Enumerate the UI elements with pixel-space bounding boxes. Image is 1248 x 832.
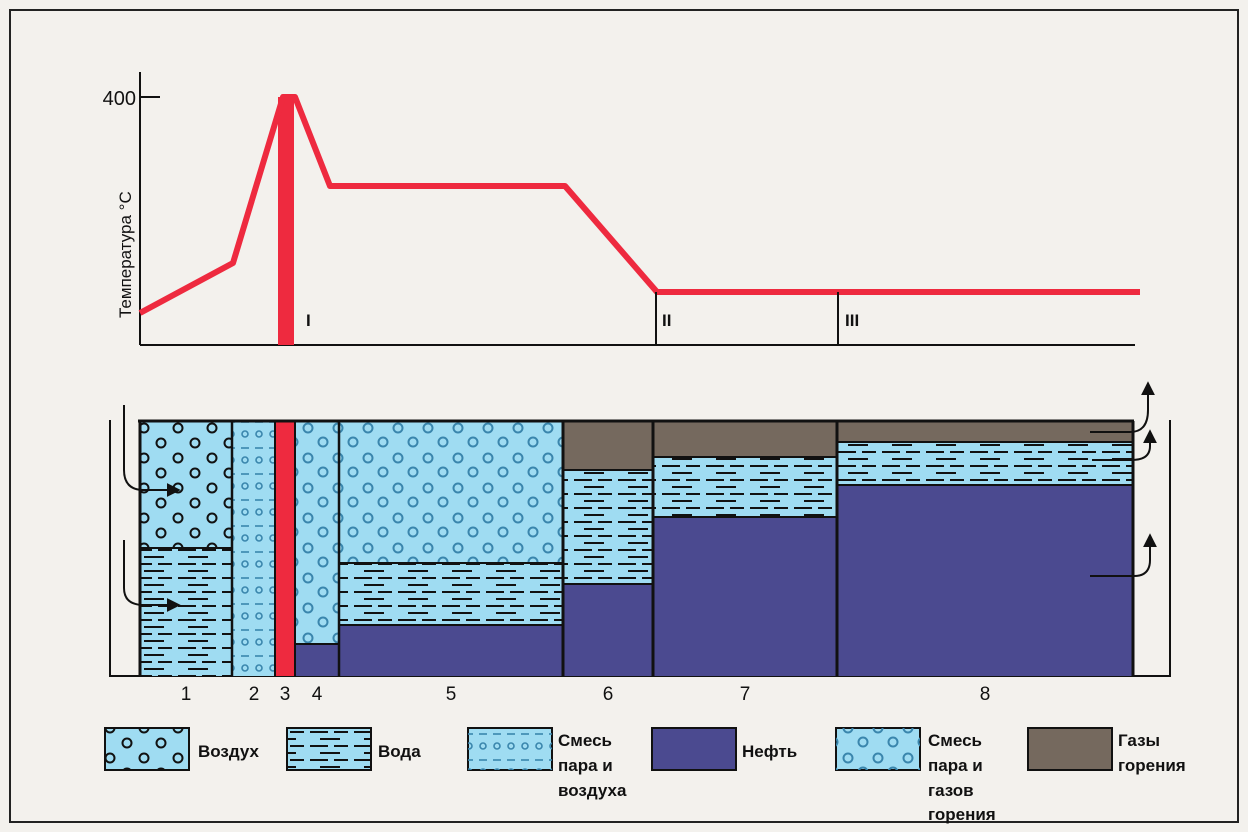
column-number-1: 1 [181,684,192,705]
column-number-7: 7 [740,684,751,705]
col6-gas-zone [564,422,652,470]
legend-label-steam-gas-2: пара и [928,756,983,775]
legend-label-water: Вода [378,742,421,761]
legend-item-oil: Нефть [651,727,797,771]
legend-label-gases-1: Газы [1118,731,1160,750]
column-number-8: 8 [980,684,991,705]
col5-oil-zone [340,625,562,676]
production-arrow-oil [1090,533,1157,577]
col3-combustion-front [276,422,294,676]
zone-label-1: I [306,311,311,330]
temperature-curve [138,94,1140,316]
reservoir-section: 1 2 3 4 5 6 7 8 [109,381,1171,705]
production-arrow-gas [1090,381,1155,433]
legend-label-steam-air-3: воздуха [558,781,627,800]
column-number-6: 6 [603,684,614,705]
legend-label-steam-gas-3: газов [928,781,974,800]
col7-oil-zone [654,517,836,676]
legend-label-steam-gas-1: Смесь [928,731,982,750]
legend-swatch-oil [651,727,737,771]
legend-item-combustion-gases: Газы горения [1027,727,1186,775]
injection-arrow-water [123,540,181,612]
legend-swatch-combustion-gases [1027,727,1113,771]
temperature-graph: 400 Температура °C I II III [103,72,1140,346]
y-axis-label: Температура °C [116,191,135,318]
legend-item-water: Вода [286,727,421,771]
production-arrow-water [1092,429,1157,461]
col8-oil-zone [838,485,1132,676]
column-number-4: 4 [312,684,323,705]
y-tick-label: 400 [103,88,136,110]
column-number-3: 3 [280,684,291,705]
col7-gas-zone [654,422,836,457]
zone-label-3: III [845,311,859,330]
zone-label-2: II [662,311,671,330]
legend-label-steam-air-1: Смесь [558,731,612,750]
legend-item-steam-air: Смесь пара и воздуха [467,727,627,800]
legend-item-air: Воздух [104,727,260,771]
legend-item-steam-gas: Смесь пара и газов горения [835,727,996,824]
column-number-2: 2 [249,684,260,705]
col4-oil-zone [296,644,338,676]
col6-oil-zone [564,584,652,676]
column-number-5: 5 [446,684,457,705]
legend-label-air: Воздух [198,742,260,761]
legend-label-steam-gas-4: горения [928,805,996,824]
legend-label-steam-air-2: пара и [558,756,613,775]
injection-arrow-air [123,405,181,497]
outer-frame [9,9,1239,823]
combustion-front-bar [278,97,294,345]
legend-label-oil: Нефть [742,742,797,761]
col8-gas-zone [838,422,1132,442]
legend: Воздух Вода Смесь пара и воздуха Нефть С… [104,727,1186,824]
legend-label-gases-2: горения [1118,756,1186,775]
